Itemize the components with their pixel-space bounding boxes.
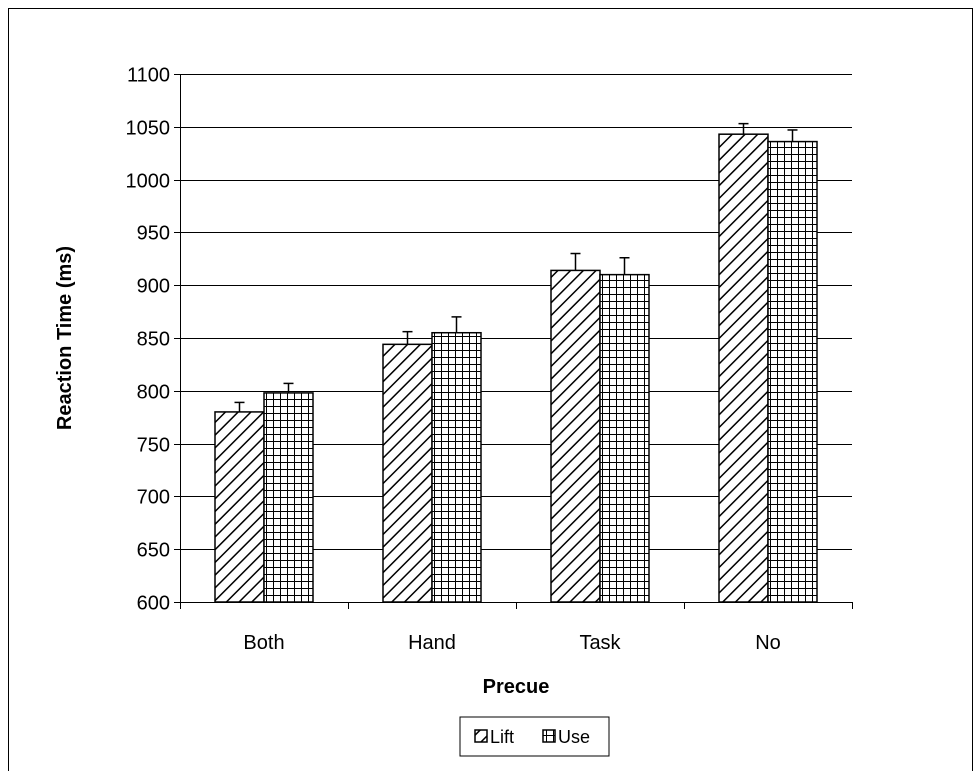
legend: Lift Use: [459, 716, 610, 757]
legend-label-use: Use: [558, 727, 590, 747]
x-tick-label: Hand: [408, 632, 456, 654]
y-tick-label: 950: [137, 223, 170, 245]
bar-use-no: [767, 140, 818, 603]
y-tick-label: 1050: [126, 118, 171, 140]
bar-use-task: [599, 273, 650, 603]
legend-label-lift: Lift: [490, 727, 514, 747]
legend-swatch-use: [542, 729, 556, 743]
bars: [214, 122, 818, 603]
y-tick-label: 850: [137, 329, 170, 351]
y-tick-label: 750: [137, 435, 170, 457]
y-tick-label: 1100: [127, 65, 170, 87]
bar-lift-both: [214, 411, 265, 603]
x-tick-label: Both: [243, 632, 284, 654]
y-tick-label: 800: [137, 382, 170, 404]
y-tick-label: 1000: [126, 171, 171, 193]
bar-use-both: [263, 392, 314, 603]
y-axis-label: Reaction Time (ms): [54, 246, 76, 430]
bar-lift-task: [550, 269, 601, 603]
y-tick-label: 650: [137, 540, 170, 562]
y-tick-label: 600: [137, 593, 170, 615]
legend-swatch-lift: [474, 729, 488, 743]
chart-frame: [8, 8, 973, 771]
y-tick-label: 700: [137, 487, 170, 509]
bar-lift-no: [718, 133, 769, 603]
x-tick-label: Task: [579, 632, 621, 654]
bar-lift-hand: [382, 343, 433, 603]
x-axis-label: Precue: [483, 676, 550, 698]
x-tick-label: No: [755, 632, 781, 654]
y-tick-label: 900: [137, 276, 170, 298]
tick-labels: 600 650 700 750 800 850 900 950 1000 1050 1100 Both…: [126, 65, 781, 655]
bar-use-hand: [431, 331, 482, 603]
